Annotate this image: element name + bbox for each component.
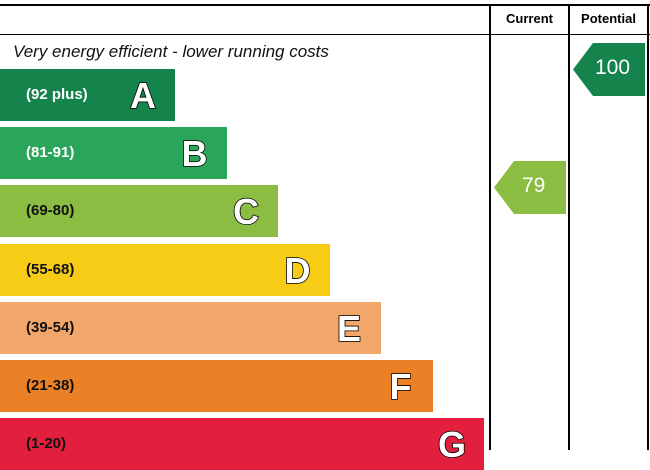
band-letter: A — [129, 75, 157, 117]
potential-arrow-shape — [573, 43, 645, 96]
band-letter: C — [232, 191, 260, 233]
rating-band-g: (1-20) G — [0, 418, 484, 470]
rating-band-c: (69-80) C — [0, 185, 278, 238]
band-letter: E — [336, 307, 362, 349]
band-range-label: (39-54) — [26, 318, 75, 336]
current-arrow-shape — [494, 161, 566, 215]
band-range-label: (92 plus) — [26, 86, 88, 103]
rating-band-a: (92 plus) A — [0, 69, 175, 121]
top-border — [0, 4, 650, 6]
band-letter: D — [284, 249, 312, 291]
band-letter: B — [181, 133, 209, 175]
rating-band-e: (39-54) E — [0, 301, 381, 354]
band-letter: F — [389, 366, 413, 408]
band-letter: G — [437, 424, 467, 466]
efficiency-caption: Very energy efficient - lower running co… — [13, 42, 329, 61]
energy-rating-chart: Current Potential Very energy efficient … — [0, 4, 650, 470]
band-range-label: (69-80) — [26, 202, 75, 220]
right-border — [647, 4, 649, 450]
potential-header: Potential — [581, 11, 636, 26]
rating-band-f: (21-38) F — [0, 360, 433, 412]
potential-rating-value: 100 — [595, 56, 631, 79]
rating-band-d: (55-68) D — [0, 243, 330, 296]
header-divider — [0, 34, 650, 35]
rating-band-b: (81-91) B — [0, 127, 227, 180]
current-column-divider — [489, 4, 491, 450]
band-range-label: (21-38) — [26, 377, 75, 394]
current-rating-value: 79 — [522, 174, 546, 198]
potential-column-divider — [568, 4, 570, 450]
band-range-label: (81-91) — [26, 144, 75, 162]
band-range-label: (55-68) — [26, 260, 75, 278]
band-range-label: (1-20) — [26, 435, 67, 453]
current-header: Current — [506, 11, 553, 26]
